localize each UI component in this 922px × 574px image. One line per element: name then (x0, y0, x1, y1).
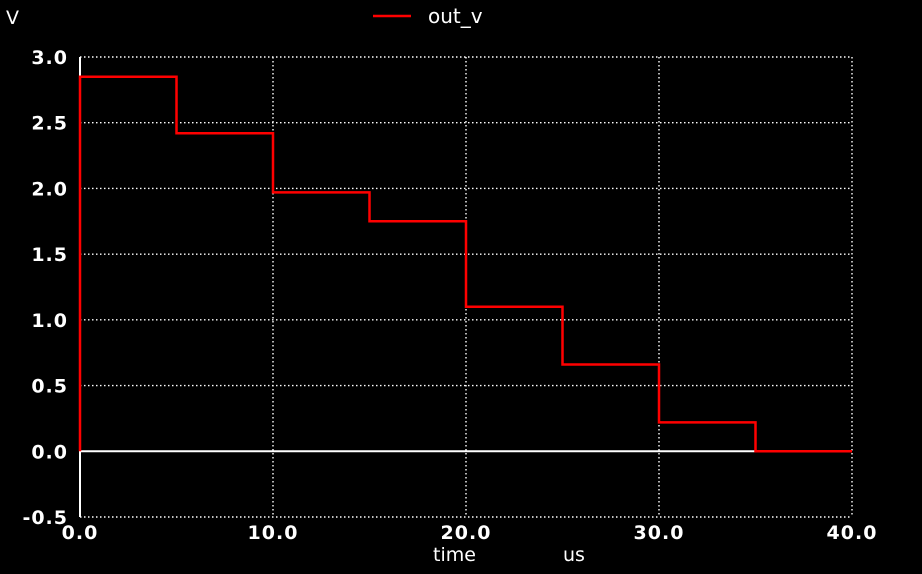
y-tick-label-1.0: 1.0 (31, 310, 68, 332)
x-tick-label-0.0: 0.0 (62, 522, 99, 544)
legend-label-out_v: out_v (428, 4, 483, 28)
y-tick-label--0.5: -0.5 (22, 507, 68, 529)
x-axis-title: time (433, 544, 476, 566)
y-tick-label-3.0: 3.0 (31, 47, 68, 69)
x-tick-label-30.0: 30.0 (634, 522, 685, 544)
y-tick-labels: 3.0 2.5 2.0 1.5 1.0 0.5 0.0 -0.5 (22, 47, 68, 529)
y-tick-label-0.0: 0.0 (31, 441, 68, 463)
x-tick-label-10.0: 10.0 (248, 522, 299, 544)
y-tick-label-1.5: 1.5 (31, 244, 68, 266)
x-tick-label-40.0: 40.0 (827, 522, 878, 544)
y-axis-title: V (6, 7, 19, 29)
y-tick-label-2.5: 2.5 (31, 113, 68, 135)
x-tick-labels: 0.0 10.0 20.0 30.0 40.0 (62, 522, 878, 544)
y-tick-label-0.5: 0.5 (31, 376, 68, 398)
x-axis-unit: us (563, 544, 585, 566)
series-line-out_v (78, 75, 852, 453)
series-lines (78, 75, 852, 453)
x-tick-label-20.0: 20.0 (441, 522, 492, 544)
legend: out_v (373, 4, 483, 28)
y-tick-label-2.0: 2.0 (31, 178, 68, 200)
